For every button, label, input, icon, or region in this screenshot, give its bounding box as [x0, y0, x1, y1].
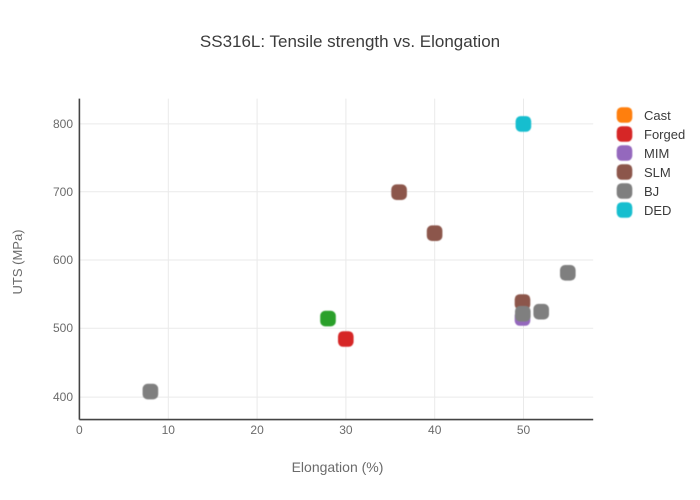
svg-text:30: 30: [339, 423, 353, 437]
svg-text:400: 400: [53, 390, 73, 404]
svg-text:MIM: MIM: [644, 146, 669, 161]
svg-text:700: 700: [53, 185, 73, 199]
svg-text:BJ: BJ: [644, 184, 659, 199]
svg-text:50: 50: [517, 423, 531, 437]
svg-text:20: 20: [250, 423, 264, 437]
svg-text:500: 500: [53, 321, 73, 335]
svg-text:Forged: Forged: [644, 127, 685, 142]
svg-text:Elongation (%): Elongation (%): [292, 459, 384, 475]
svg-text:40: 40: [428, 423, 442, 437]
svg-text:800: 800: [53, 117, 73, 131]
svg-text:DED: DED: [644, 203, 671, 218]
svg-text:0: 0: [76, 423, 83, 437]
svg-text:UTS (MPa): UTS (MPa): [10, 230, 25, 295]
svg-text:600: 600: [53, 253, 73, 267]
svg-text:Cast: Cast: [644, 108, 671, 123]
svg-text:10: 10: [162, 423, 176, 437]
svg-text:SLM: SLM: [644, 165, 671, 180]
